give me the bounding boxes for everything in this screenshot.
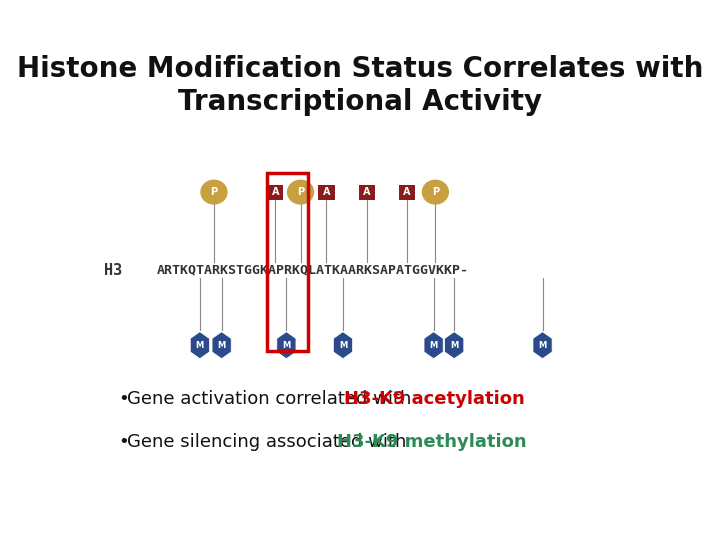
Polygon shape xyxy=(190,332,210,359)
Text: •: • xyxy=(119,390,135,408)
Polygon shape xyxy=(333,332,353,359)
Text: H3: H3 xyxy=(104,262,122,278)
Text: A: A xyxy=(323,187,330,197)
Text: P: P xyxy=(432,187,439,197)
Text: H3-K9 methylation: H3-K9 methylation xyxy=(337,433,526,451)
Polygon shape xyxy=(533,332,552,359)
Text: A: A xyxy=(403,187,411,197)
FancyBboxPatch shape xyxy=(267,185,284,200)
FancyBboxPatch shape xyxy=(318,185,335,200)
Text: P: P xyxy=(297,187,304,197)
Text: P: P xyxy=(210,187,217,197)
Text: H3-K9 acetylation: H3-K9 acetylation xyxy=(343,390,524,408)
Circle shape xyxy=(287,180,313,204)
Text: M: M xyxy=(339,341,347,350)
Text: M: M xyxy=(430,341,438,350)
Text: Gene silencing associated with: Gene silencing associated with xyxy=(127,433,412,451)
Text: A: A xyxy=(364,187,371,197)
Circle shape xyxy=(423,180,449,204)
Text: M: M xyxy=(450,341,459,350)
Polygon shape xyxy=(212,332,231,359)
Text: Histone Modification Status Correlates with
Transcriptional Activity: Histone Modification Status Correlates w… xyxy=(17,55,703,116)
Text: ARTKQTARKSTGGKAPRKQLATKAARKSAPATGGVKKP-: ARTKQTARKSTGGKAPRKQLATKAARKSAPATGGVKKP- xyxy=(157,264,469,276)
Text: M: M xyxy=(539,341,546,350)
Polygon shape xyxy=(424,332,444,359)
FancyBboxPatch shape xyxy=(359,185,375,200)
Text: A: A xyxy=(271,187,279,197)
Circle shape xyxy=(201,180,227,204)
Polygon shape xyxy=(445,332,464,359)
Text: M: M xyxy=(217,341,226,350)
Text: M: M xyxy=(196,341,204,350)
Text: M: M xyxy=(282,341,290,350)
FancyBboxPatch shape xyxy=(399,185,415,200)
Text: Gene activation correlated with: Gene activation correlated with xyxy=(127,390,417,408)
Text: •: • xyxy=(119,433,135,451)
Polygon shape xyxy=(276,332,296,359)
